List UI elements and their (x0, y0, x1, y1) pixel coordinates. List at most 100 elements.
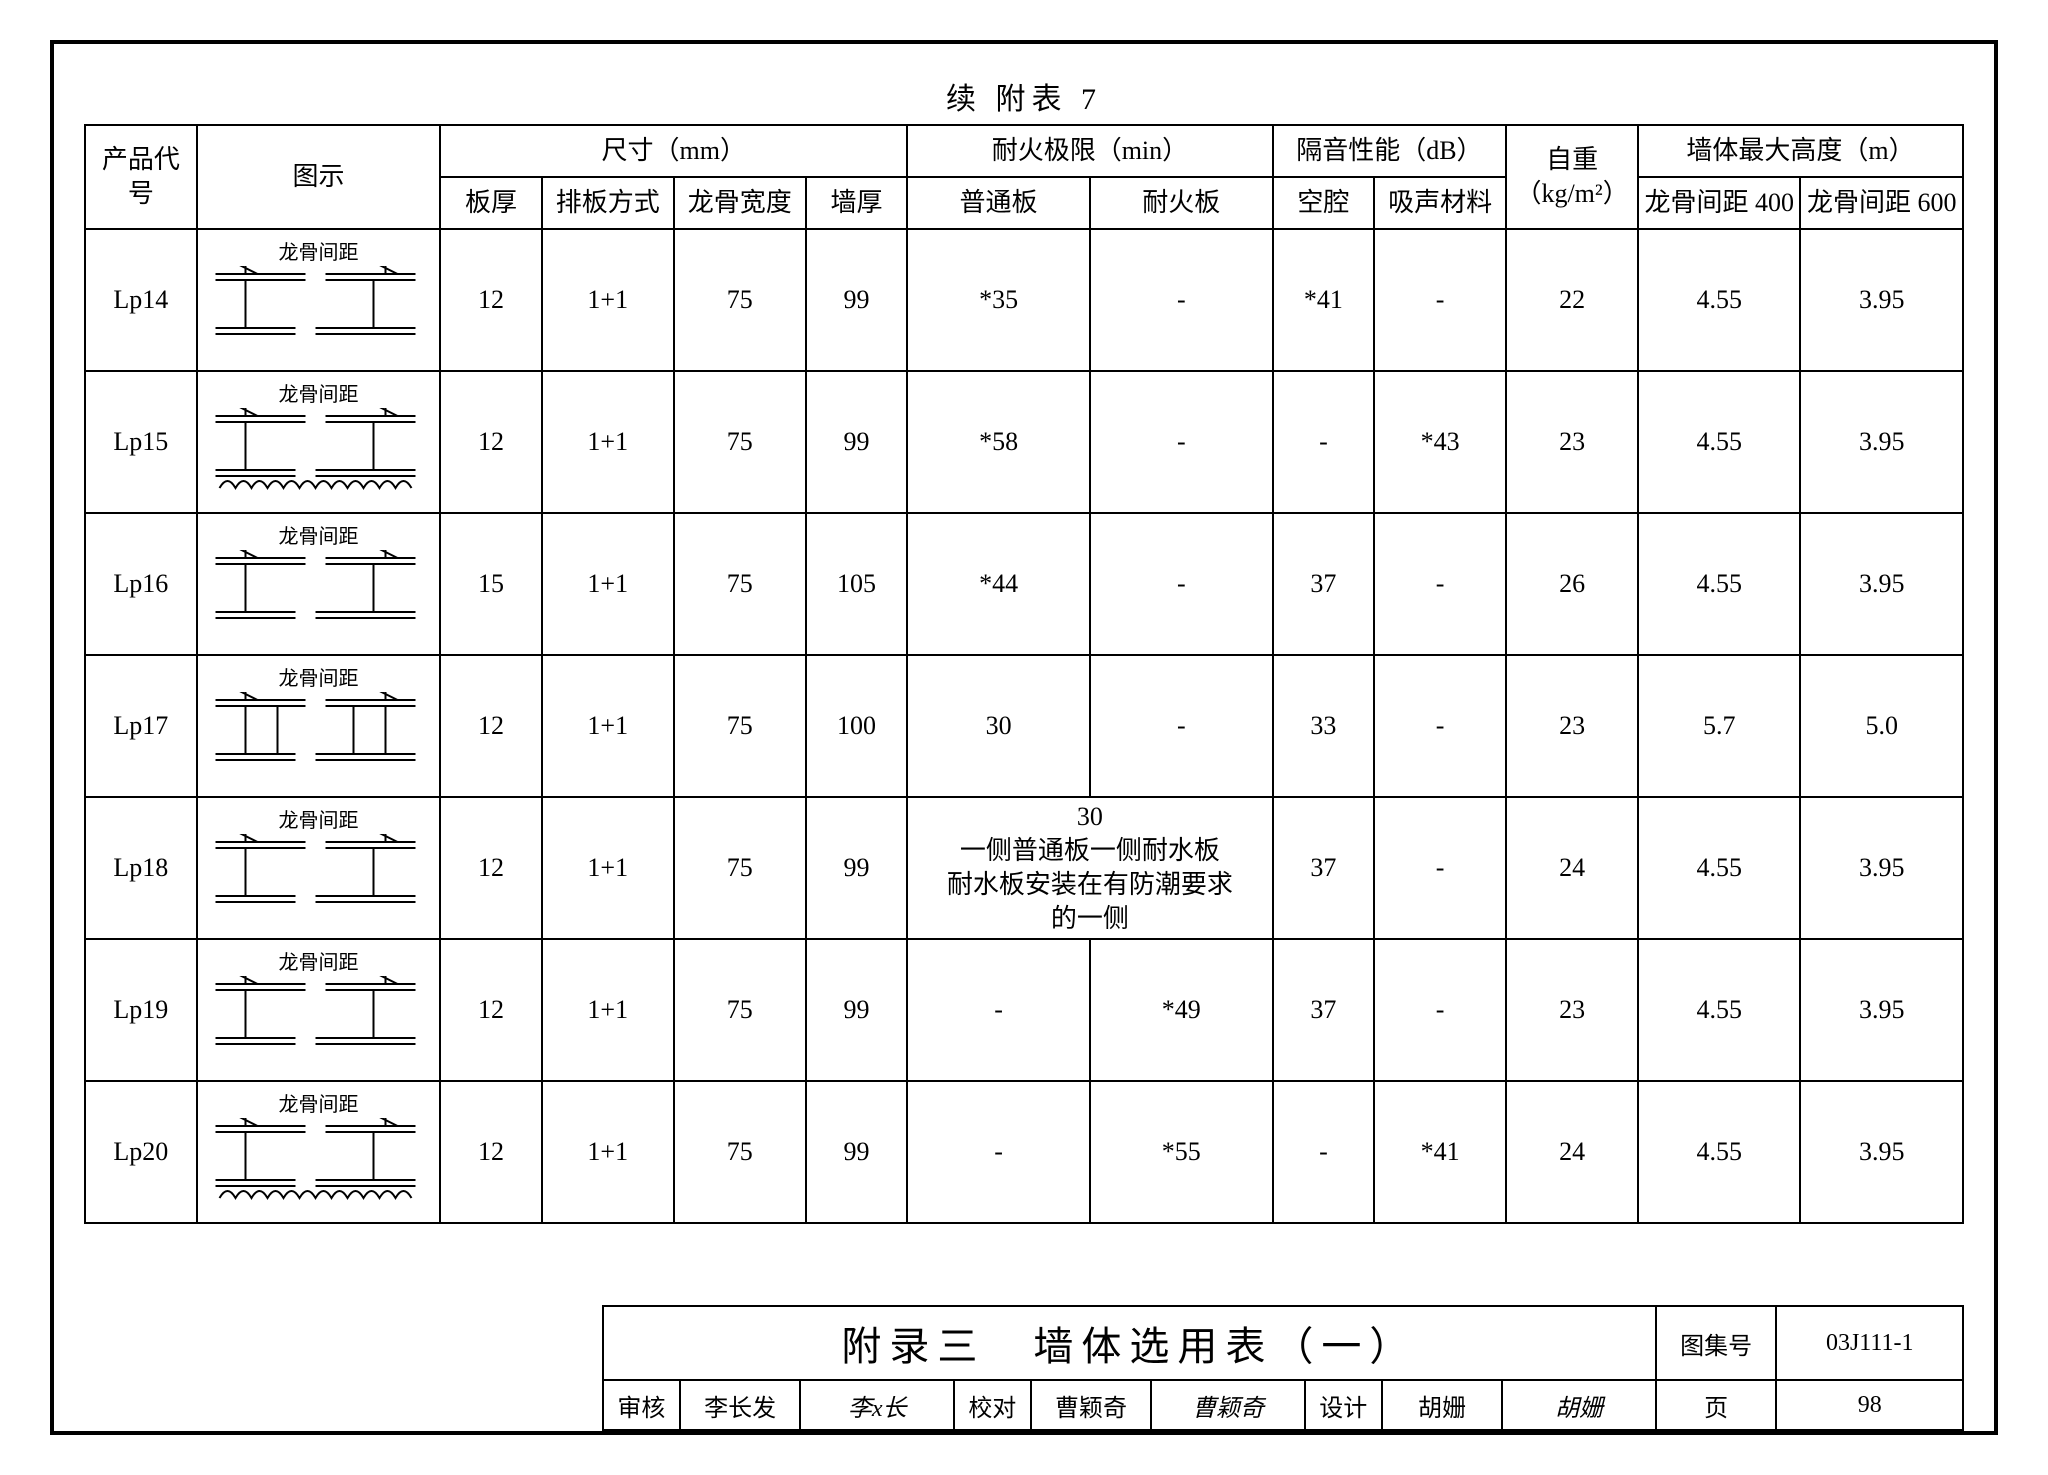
wall-selection-table: 产品代号 图示 尺寸（mm） 耐火极限（min） 隔音性能（dB） 自重 （kg… (84, 124, 1964, 1224)
cell-fire-merged: 30一侧普通板一侧耐水板耐水板安装在有防潮要求的一侧 (907, 797, 1272, 939)
diagram-label: 龙骨间距 (278, 524, 358, 550)
table-row: Lp15 龙骨间距 121+17599*58--*43234.5 (85, 371, 1963, 513)
cell-code: Lp17 (85, 655, 197, 797)
cell-wall-thick: 99 (806, 939, 908, 1081)
table-row: Lp20 龙骨间距 121+17599-*55-*41244.5 (85, 1081, 1963, 1223)
cell-wall-thick: 99 (806, 371, 908, 513)
page-label: 页 (1656, 1380, 1777, 1430)
cell-fire-fireproof: - (1090, 371, 1273, 513)
cell-weight: 23 (1506, 655, 1638, 797)
proof-signature: 曹颖奇 (1151, 1380, 1305, 1430)
cell-arrange: 1+1 (542, 1081, 674, 1223)
cell-stud-width: 75 (674, 1081, 806, 1223)
th-diagram: 图示 (197, 125, 441, 229)
cell-fire-normal: - (907, 939, 1090, 1081)
th-stud-width: 龙骨宽度 (674, 177, 806, 229)
table-row: Lp16 龙骨间距 151+175105*44-37-264.5 (85, 513, 1963, 655)
cell-weight: 26 (1506, 513, 1638, 655)
table-row: Lp18 龙骨间距 121+1759930一侧普通板一侧耐水板耐 (85, 797, 1963, 939)
cell-sound-absorb: *43 (1374, 371, 1506, 513)
cell-h600: 3.95 (1800, 939, 1963, 1081)
wall-section-icon (216, 976, 421, 1068)
cell-sound-cavity: 37 (1273, 797, 1375, 939)
th-fire-limit: 耐火极限（min） (907, 125, 1272, 177)
cell-weight: 23 (1506, 939, 1638, 1081)
cell-wall-thick: 100 (806, 655, 908, 797)
cell-arrange: 1+1 (542, 229, 674, 371)
self-weight-unit: （kg/m²） (1515, 179, 1628, 208)
cell-sound-absorb: - (1374, 229, 1506, 371)
cell-stud-width: 75 (674, 513, 806, 655)
th-fire-normal: 普通板 (907, 177, 1090, 229)
cell-h400: 5.7 (1638, 655, 1800, 797)
cell-board-thick: 12 (440, 655, 542, 797)
cell-code: Lp16 (85, 513, 197, 655)
cell-arrange: 1+1 (542, 513, 674, 655)
diagram-label: 龙骨间距 (278, 382, 358, 408)
diagram-label: 龙骨间距 (278, 808, 358, 834)
cell-diagram: 龙骨间距 (197, 513, 441, 655)
cell-code: Lp20 (85, 1081, 197, 1223)
set-no-value: 03J111-1 (1776, 1306, 1963, 1380)
th-board-thick: 板厚 (440, 177, 542, 229)
cell-wall-thick: 105 (806, 513, 908, 655)
table-body: Lp14 龙骨间距 121+17599*35-*41-224.5 (85, 229, 1963, 1223)
cell-sound-cavity: 37 (1273, 939, 1375, 1081)
cell-diagram: 龙骨间距 (197, 1081, 441, 1223)
self-weight-label: 自重 (1546, 145, 1598, 174)
wall-section-icon (216, 834, 421, 926)
wall-section-icon (216, 1118, 421, 1210)
cell-h600: 5.0 (1800, 655, 1963, 797)
design-name: 胡姗 (1382, 1380, 1503, 1430)
cell-sound-absorb: - (1374, 939, 1506, 1081)
cell-h400: 4.55 (1638, 371, 1800, 513)
wall-section-icon (216, 408, 421, 500)
cell-stud-width: 75 (674, 939, 806, 1081)
th-dimensions: 尺寸（mm） (440, 125, 907, 177)
cell-h400: 4.55 (1638, 939, 1800, 1081)
cell-board-thick: 12 (440, 371, 542, 513)
cell-h400: 4.55 (1638, 229, 1800, 371)
th-h600: 龙骨间距 600 (1800, 177, 1963, 229)
cell-fire-normal: *58 (907, 371, 1090, 513)
cell-h600: 3.95 (1800, 797, 1963, 939)
th-sound-cavity: 空腔 (1273, 177, 1375, 229)
cell-fire-normal: *35 (907, 229, 1090, 371)
diagram-label: 龙骨间距 (278, 240, 358, 266)
cell-h600: 3.95 (1800, 513, 1963, 655)
th-sound-absorb: 吸声材料 (1374, 177, 1506, 229)
cell-fire-fireproof: - (1090, 513, 1273, 655)
th-max-height: 墙体最大高度（m） (1638, 125, 1963, 177)
cell-code: Lp15 (85, 371, 197, 513)
cell-stud-width: 75 (674, 655, 806, 797)
table-header: 产品代号 图示 尺寸（mm） 耐火极限（min） 隔音性能（dB） 自重 （kg… (85, 125, 1963, 229)
cell-sound-absorb: - (1374, 797, 1506, 939)
th-h400: 龙骨间距 400 (1638, 177, 1800, 229)
cell-diagram: 龙骨间距 (197, 939, 441, 1081)
cell-board-thick: 15 (440, 513, 542, 655)
diagram-label: 龙骨间距 (278, 950, 358, 976)
drawing-sheet: 续 附表 7 产品代号 图示 尺寸（mm） 耐火极限（min） 隔音性能（dB） (0, 0, 2048, 1475)
cell-wall-thick: 99 (806, 1081, 908, 1223)
cell-sound-absorb: - (1374, 655, 1506, 797)
review-signature: 李x长 (800, 1380, 954, 1430)
diagram-label: 龙骨间距 (278, 1092, 358, 1118)
cell-fire-fireproof: - (1090, 655, 1273, 797)
proof-name: 曹颖奇 (1031, 1380, 1152, 1430)
wall-section-icon (216, 692, 421, 784)
cell-wall-thick: 99 (806, 229, 908, 371)
th-board-arrange: 排板方式 (542, 177, 674, 229)
proof-label: 校对 (954, 1380, 1031, 1430)
cell-arrange: 1+1 (542, 939, 674, 1081)
cell-diagram: 龙骨间距 (197, 797, 441, 939)
cell-sound-absorb: - (1374, 513, 1506, 655)
cell-h400: 4.55 (1638, 513, 1800, 655)
cell-diagram: 龙骨间距 (197, 229, 441, 371)
cell-diagram: 龙骨间距 (197, 655, 441, 797)
th-self-weight: 自重 （kg/m²） (1506, 125, 1638, 229)
cell-weight: 22 (1506, 229, 1638, 371)
cell-h600: 3.95 (1800, 1081, 1963, 1223)
cell-arrange: 1+1 (542, 797, 674, 939)
th-product-code: 产品代号 (85, 125, 197, 229)
cell-stud-width: 75 (674, 229, 806, 371)
